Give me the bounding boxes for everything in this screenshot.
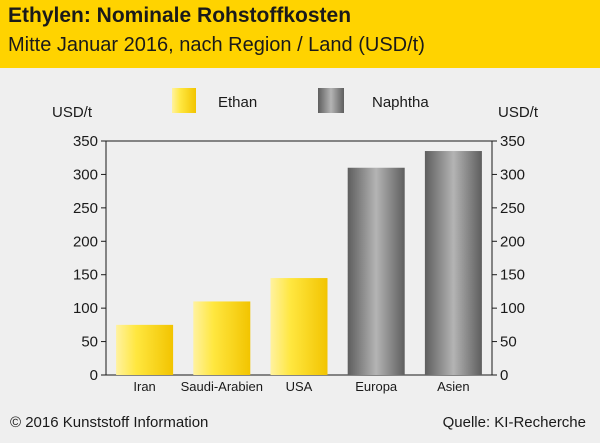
y-tick-label-left: 0 [90, 367, 98, 384]
x-category-label: Iran [133, 379, 155, 394]
y-tick-label-right: 300 [500, 166, 525, 183]
header-band: Ethylen: Nominale Rohstoffkosten Mitte J… [0, 0, 600, 68]
y-tick-label-left: 200 [73, 233, 98, 250]
y-tick-label-right: 350 [500, 133, 525, 150]
y-tick-label-right: 100 [500, 300, 525, 317]
y-tick-label-left: 50 [81, 334, 98, 351]
x-category-label: Asien [437, 379, 470, 394]
y-tick-label-left: 150 [73, 267, 98, 284]
y-tick-label-right: 250 [500, 200, 525, 217]
bar-europa [347, 167, 405, 375]
y-tick-label-right: 150 [500, 267, 525, 284]
chart-area: 0 0 50 50 100 100 150 150 200 200 250 250 300 300 350 3… [52, 88, 539, 394]
y-axis-label-right: USD/t [498, 104, 539, 121]
bar-usa [270, 278, 328, 375]
x-category-label: Europa [355, 379, 398, 394]
source-note: Quelle: KI-Recherche [442, 414, 586, 431]
legend-swatch-ethan [172, 88, 196, 113]
x-category-label: Saudi-Arabien [181, 379, 263, 394]
legend-swatch-naphtha [318, 88, 344, 113]
legend-label-ethan: Ethan [218, 94, 257, 111]
y-tick-label-left: 250 [73, 200, 98, 217]
legend-label-naphtha: Naphtha [372, 94, 429, 111]
y-tick-label-left: 350 [73, 133, 98, 150]
y-axis-label-left: USD/t [52, 104, 93, 121]
x-category-label: USA [286, 379, 313, 394]
chart-title: Ethylen: Nominale Rohstoffkosten [8, 4, 352, 27]
bar-iran [116, 324, 174, 375]
bar-asien [424, 151, 482, 375]
bar-saudi-arabien [193, 301, 251, 375]
y-tick-label-right: 0 [500, 367, 508, 384]
chart-subtitle: Mitte Januar 2016, nach Region / Land (U… [8, 34, 425, 56]
copyright-note: © 2016 Kunststoff Information [10, 414, 209, 431]
y-tick-label-left: 100 [73, 300, 98, 317]
y-tick-label-left: 300 [73, 166, 98, 183]
y-tick-label-right: 200 [500, 233, 525, 250]
y-tick-label-right: 50 [500, 334, 517, 351]
